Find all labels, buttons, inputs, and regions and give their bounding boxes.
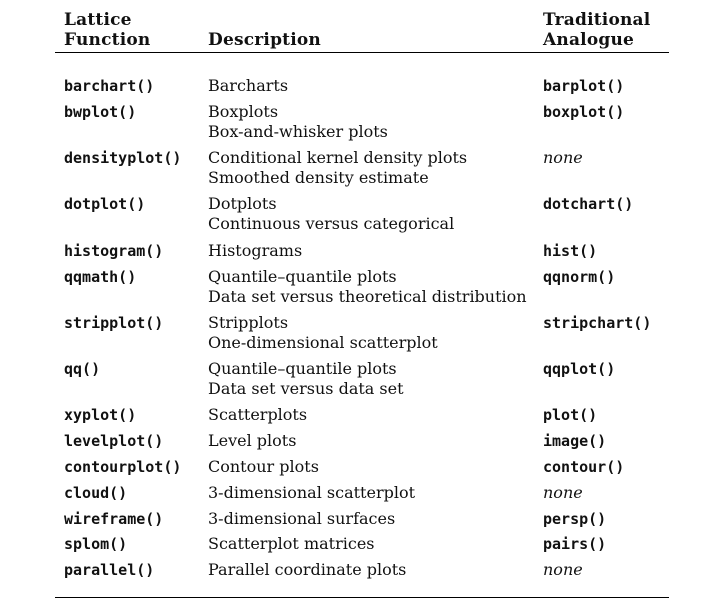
traditional-analogue: persp() — [543, 509, 607, 528]
lattice-function-name: qqmath() — [64, 267, 137, 286]
header-function-line-2: Function — [64, 30, 151, 50]
header-lattice-function: Lattice Function — [64, 10, 150, 50]
lattice-function-name: qq() — [64, 360, 101, 379]
lattice-function-name: barchart() — [64, 77, 155, 95]
header-analogue-line-1: Traditional — [543, 10, 651, 30]
description-line: Contour plots — [208, 457, 319, 476]
function-description: Contour plots — [208, 457, 319, 477]
traditional-analogue: none — [543, 482, 583, 502]
traditional-analogue: qqnorm() — [543, 267, 616, 286]
traditional-analogue: pairs() — [543, 535, 607, 554]
lattice-function-name: stripplot() — [64, 313, 164, 332]
lattice-function-name: histogram() — [64, 241, 164, 260]
header-function-line-1: Lattice — [64, 10, 132, 30]
traditional-analogue: contour() — [543, 458, 625, 476]
traditional-analogue: plot() — [543, 406, 598, 425]
function-description: 3-dimensional scatterplot — [208, 483, 415, 503]
description-line: Quantile–quantile plots — [208, 266, 397, 286]
traditional-analogue: none — [543, 148, 583, 168]
function-description: Scatterplot matrices — [208, 534, 375, 554]
function-description: Boxplots Box-and-whisker plots — [208, 102, 388, 142]
traditional-analogue: image() — [543, 432, 607, 451]
header-traditional-analogue: Traditional Analogue — [543, 10, 650, 50]
lattice-function-name: cloud() — [64, 483, 128, 502]
bottom-rule — [55, 597, 669, 598]
description-line: Dotplots — [208, 194, 277, 214]
lattice-function-name: levelplot() — [64, 432, 164, 451]
traditional-analogue: stripchart() — [543, 313, 652, 332]
description-line: Data set versus data set — [208, 379, 404, 399]
lattice-function-name: xyplot() — [64, 406, 137, 425]
lattice-function-name: densityplot() — [64, 149, 182, 168]
header-description: Description — [208, 30, 321, 50]
function-description: Level plots — [208, 431, 296, 451]
description-line: Smoothed density estimate — [208, 168, 429, 188]
description-line: Box-and-whisker plots — [208, 121, 388, 141]
function-description: Parallel coordinate plots — [208, 560, 406, 580]
traditional-analogue: barplot() — [543, 77, 625, 95]
header-description-label: Description — [208, 30, 321, 50]
description-line: 3-dimensional surfaces — [208, 508, 396, 528]
lattice-function-name: bwplot() — [64, 102, 137, 121]
header-rule — [55, 52, 669, 53]
description-line: Barcharts — [208, 76, 289, 95]
description-line: Histograms — [208, 240, 303, 260]
description-line: Level plots — [208, 431, 297, 451]
description-line: Quantile–quantile plots — [208, 359, 397, 379]
lattice-function-name: dotplot() — [64, 195, 146, 214]
description-line: Parallel coordinate plots — [208, 560, 407, 580]
function-description: Quantile–quantile plots Data set versus d… — [208, 359, 404, 399]
lattice-function-name: contourplot() — [64, 458, 182, 476]
description-line: Scatterplot matrices — [208, 534, 375, 554]
description-line: One-dimensional scatterplot — [208, 332, 438, 352]
traditional-analogue: dotchart() — [543, 195, 634, 214]
lattice-function-name: splom() — [64, 535, 128, 554]
function-description: Stripplots One-dimensional scatterplot — [208, 313, 438, 353]
lattice-function-name: parallel() — [64, 561, 155, 580]
traditional-analogue: hist() — [543, 241, 598, 260]
description-line: Scatterplots — [208, 405, 308, 425]
traditional-analogue: qqplot() — [543, 360, 616, 379]
description-line: 3-dimensional scatterplot — [208, 482, 416, 502]
function-description: 3-dimensional surfaces — [208, 509, 395, 529]
header-analogue-line-2: Analogue — [543, 30, 635, 50]
function-description: Barcharts — [208, 76, 288, 96]
function-description: Histograms — [208, 241, 302, 261]
description-line: Data set versus theoretical distribution — [208, 286, 527, 306]
description-line: Conditional kernel density plots — [208, 148, 468, 168]
lattice-function-name: wireframe() — [64, 509, 164, 528]
description-line: Continuous versus categorical — [208, 214, 455, 234]
function-description: Dotplots Continuous versus categorical — [208, 194, 454, 234]
function-description: Quantile–quantile plots Data set versus t… — [208, 267, 527, 307]
description-line: Boxplots — [208, 101, 279, 121]
traditional-analogue: boxplot() — [543, 102, 625, 121]
function-description: Scatterplots — [208, 405, 307, 425]
traditional-analogue: none — [543, 560, 583, 580]
function-description: Conditional kernel density plots Smoothed… — [208, 148, 467, 188]
description-line: Stripplots — [208, 312, 289, 332]
